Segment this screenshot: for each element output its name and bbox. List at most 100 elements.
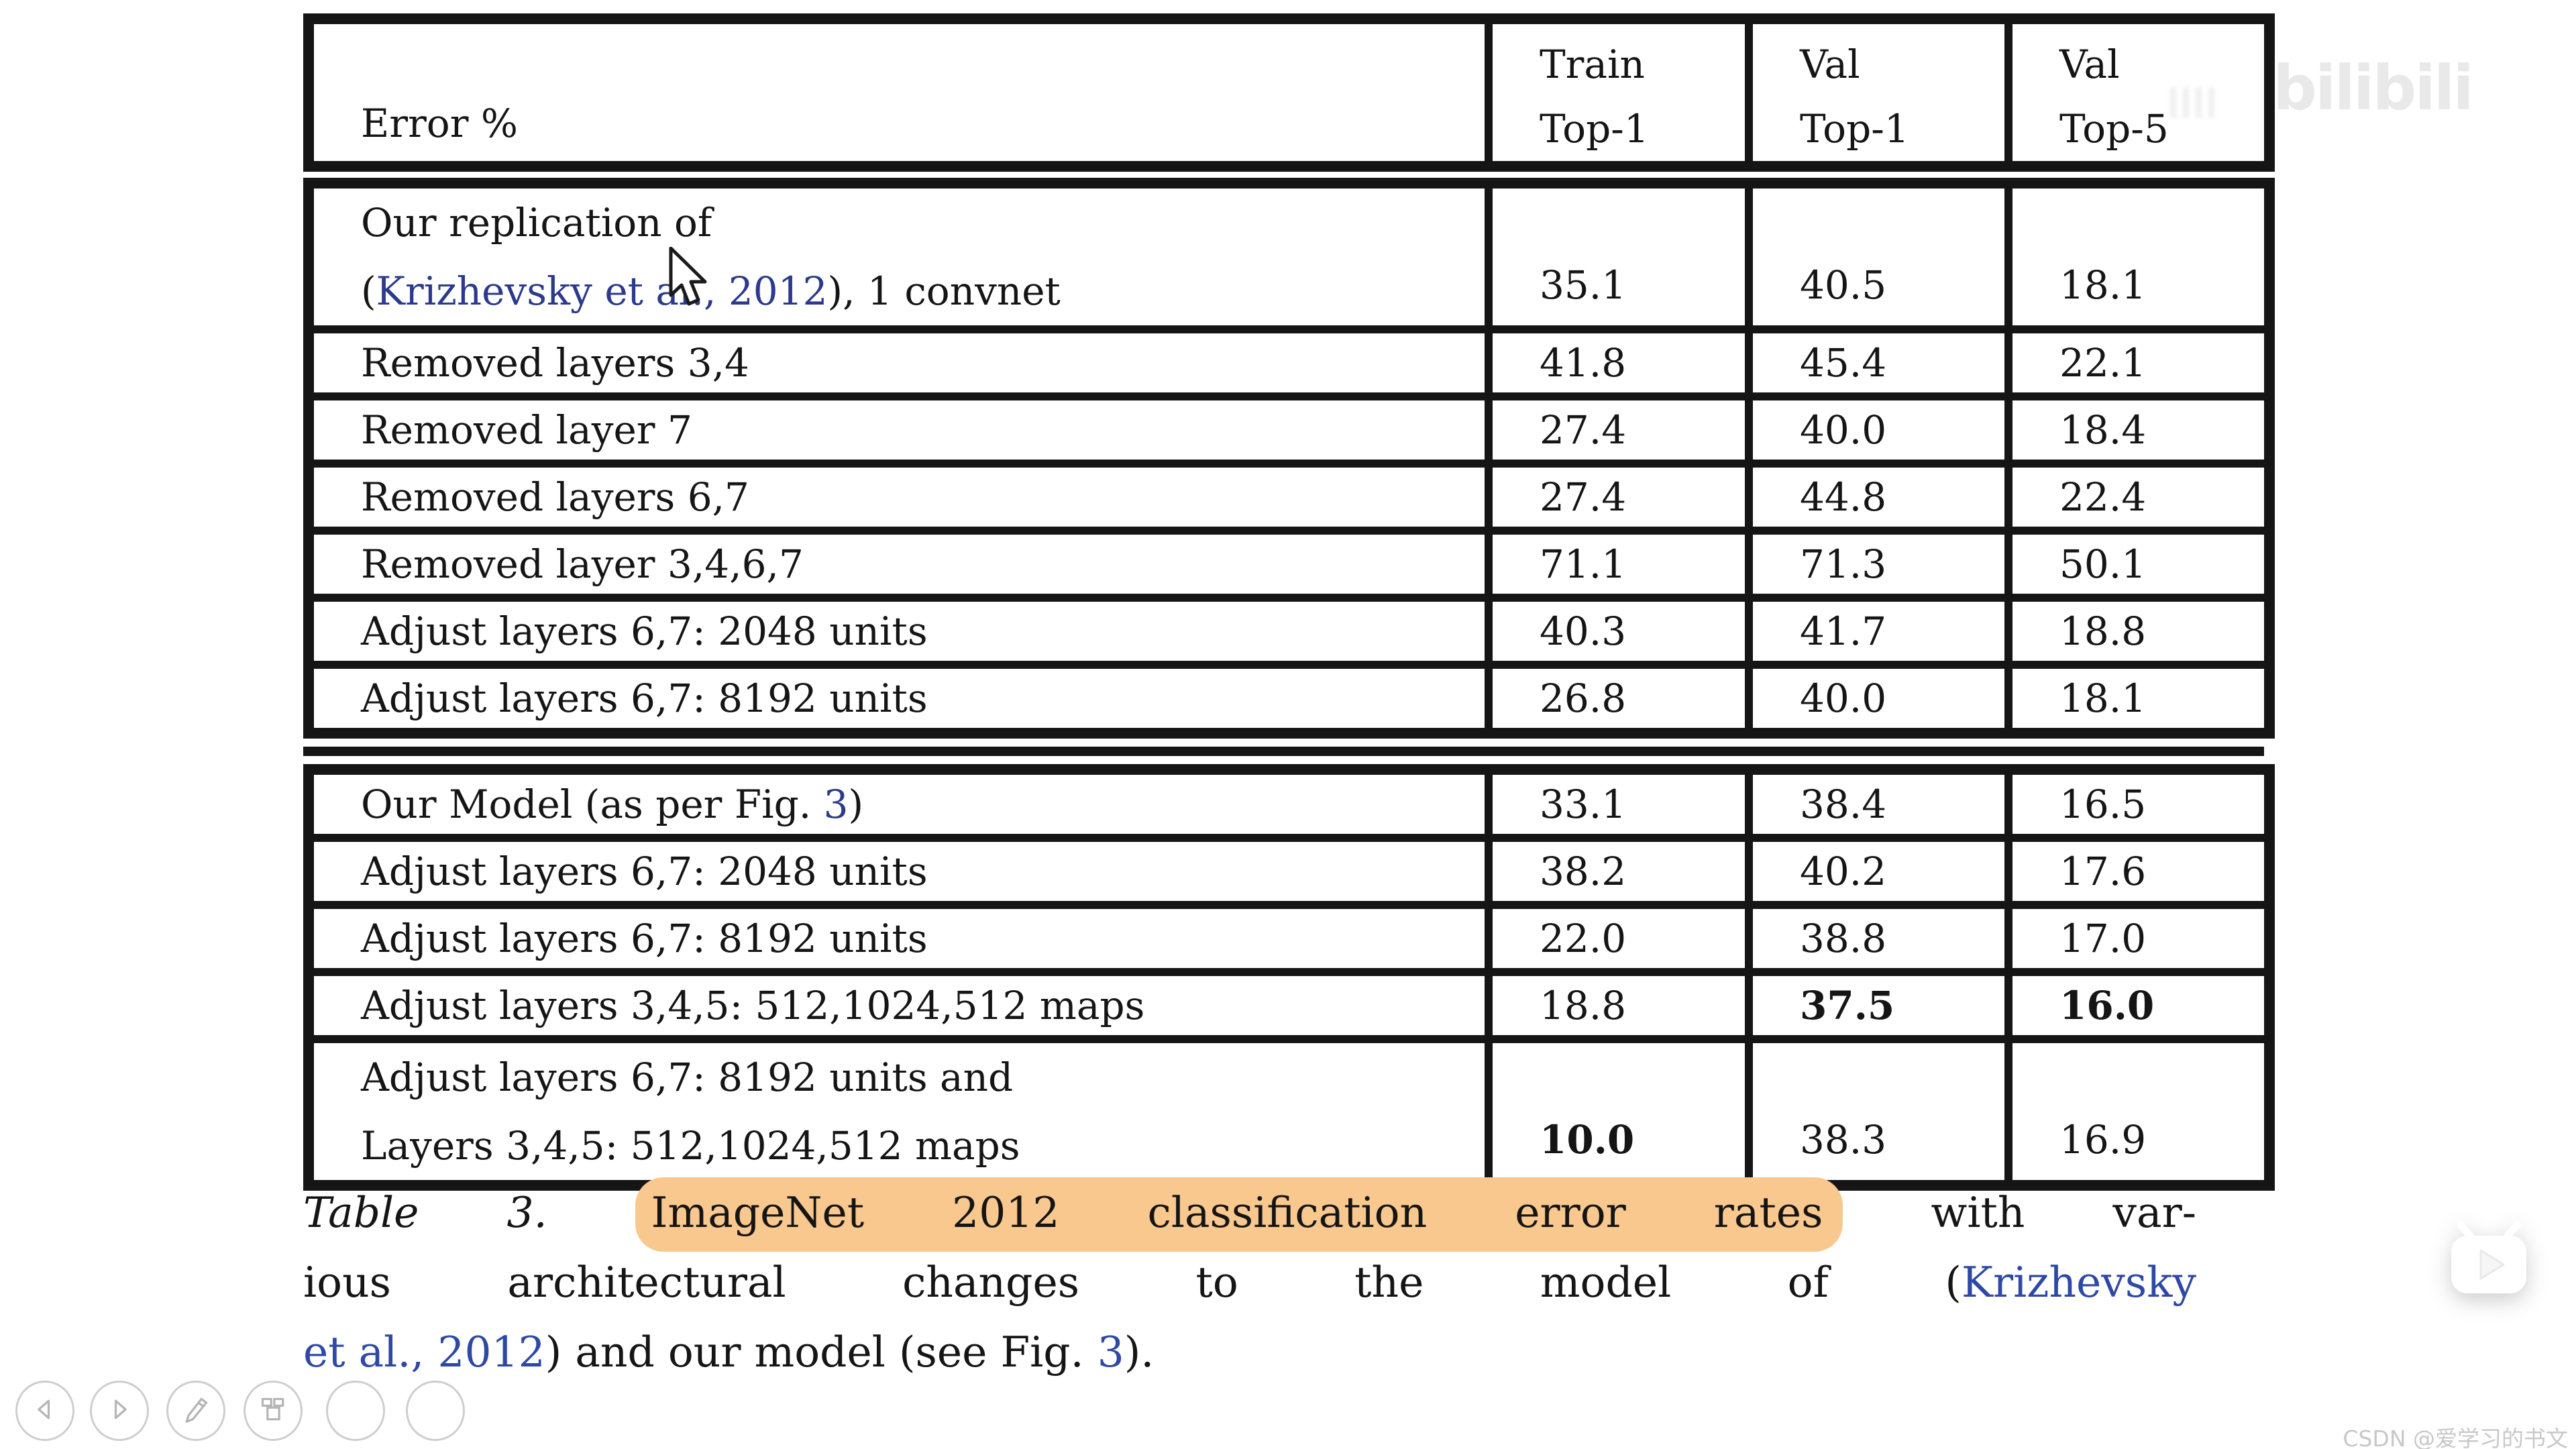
value-cell: 27.4 [1485,460,1753,535]
text-segment: ), 1 convnet [827,268,1061,314]
value-cell: 16.9 [2004,1035,2273,1189]
row-label-cell: Adjust layers 6,7: 8192 units [305,901,1493,976]
table-row: Adjust layers 3,4,5: 512,1024,512 maps 18… [305,968,2273,1043]
value-cell: 71.1 [1485,527,1753,602]
value-cell: 35.1 [1485,179,1753,333]
value-cell: 18.8 [2004,594,2273,669]
value-cell: 38.3 [1745,1035,2012,1189]
value-cell: 41.7 [1745,594,2012,669]
tool-button-6[interactable] [406,1381,465,1441]
triangle-right-icon [105,1395,134,1427]
table-header: Error % Train Top-1 Val Top-1 Val Top-5 [303,13,2275,172]
header-col-0: Train Top-1 [1485,15,1753,170]
presentation-controls [0,1381,483,1444]
row-label-cell: Removed layer 3,4,6,7 [305,527,1493,602]
value-cell: 40.2 [1745,834,2012,909]
header-col-line: Train [1540,42,1645,87]
value-cell: 18.1 [2004,179,2273,333]
text-segment: Our Model (as per Fig. [361,782,824,827]
grid-icon [258,1395,288,1427]
value-cell: 38.2 [1485,834,1753,909]
value-cell: 40.0 [1745,661,2012,737]
mouse-cursor [669,247,707,306]
citation-link[interactable]: 3 [1097,1328,1124,1377]
text-segment: ( [361,268,376,314]
text-segment: Removed layer 3,4,6,7 [361,541,804,587]
next-page-button[interactable] [90,1381,149,1441]
text-segment: Adjust layers 6,7: 2048 units [361,608,928,654]
table-row: Adjust layers 6,7: 8192 units 22.0 38.8 17.… [305,901,2273,976]
value-cell: 22.1 [2004,325,2273,400]
header-col-2: Val Top-5 [2004,15,2273,170]
value-cell: 17.6 [2004,834,2273,909]
previous-page-button[interactable] [15,1381,74,1441]
slides-panel-button[interactable] [244,1381,303,1441]
text-segment: Table 3. [303,1188,547,1237]
value-cell: 38.8 [1745,901,2012,976]
caption-line-3: et al., 2012) and our model (see Fig. 3)… [303,1318,2196,1387]
value-cell: 18.4 [2004,392,2273,468]
header-col-line: Val [1800,42,1860,87]
text-segment: ) and our model (see Fig. [545,1328,1097,1377]
caption-line-1: Table 3. ImageNet 2012 classification er… [303,1177,2196,1252]
table-row: Removed layers 3,4 41.8 45.4 22.1 [305,325,2273,400]
bilibili-tv-icon [2451,1221,2526,1293]
row-label-cell: Our Model (as per Fig. 3) [305,765,1493,842]
row-label-cell: Adjust layers 6,7: 2048 units [305,594,1493,669]
row-label-cell: Adjust layers 6,7: 2048 units [305,834,1493,909]
value-cell: 40.0 [1745,392,2012,468]
citation-link[interactable]: 3 [823,782,849,827]
value-cell: 18.8 [1485,968,1753,1043]
table-row: Adjust layers 6,7: 2048 units 38.2 40.2 17.… [305,834,2273,909]
header-body-gap [303,172,2264,178]
table-row: Adjust layers 6,7: 8192 units 26.8 40.0 18.… [305,661,2273,737]
text-segment: Removed layers 3,4 [361,340,749,386]
value-cell: 45.4 [1745,325,2012,400]
watermark-smudge-top-right [2167,87,2254,127]
csdn-watermark: CSDN @爱学习的书文 [2343,1426,2568,1449]
value-cell: 40.3 [1485,594,1753,669]
text-segment: Adjust layers 3,4,5: 512,1024,512 maps [361,983,1145,1028]
value-cell: 71.3 [1745,527,2012,602]
results-table: Error % Train Top-1 Val Top-1 Val Top-5 Our r… [303,13,2275,1191]
table-caption: Table 3. ImageNet 2012 classification er… [303,1177,2196,1387]
header-col-line: Top-1 [1540,106,1649,152]
citation-link[interactable]: Krizhevsky et al., 2012 [376,268,828,314]
row-label-cell: Adjust layers 6,7: 8192 units [305,661,1493,737]
value-cell: 37.5 [1745,968,2012,1043]
text-segment: ImageNet 2012 classification error rates [635,1177,1843,1252]
pencil-icon [181,1395,211,1427]
table-header-row: Error % Train Top-1 Val Top-1 Val Top-5 [305,15,2273,170]
row-label-cell: Adjust layers 6,7: 8192 units and Layers … [305,1035,1493,1189]
text-segment: Removed layer 7 [361,407,692,453]
tool-button-5[interactable] [326,1381,385,1441]
header-col-line: Top-1 [1800,106,1909,152]
value-cell: 22.4 [2004,460,2273,535]
value-cell: 26.8 [1485,661,1753,737]
text-segment: Adjust layers 6,7: 8192 units and [361,1055,1014,1100]
pen-tool-button[interactable] [166,1381,225,1441]
value-cell: 38.4 [1745,765,2012,842]
section-divider-rule [303,747,2264,756]
citation-link[interactable]: Krizhevsky [1961,1258,2196,1307]
value-cell: 10.0 [1485,1035,1753,1189]
value-cell: 41.8 [1485,325,1753,400]
caption-line-2: ious architectural changes to the model … [303,1248,2196,1318]
text-segment: with var- [1843,1188,2196,1237]
bilibili-watermark: bilibili [2273,52,2474,124]
value-cell: 18.1 [2004,661,2273,737]
text-segment [547,1188,635,1237]
text-segment: ) [848,782,864,827]
value-cell: 40.5 [1745,179,2012,333]
table-row: Adjust layers 6,7: 8192 units and Layers … [305,1035,2273,1189]
text-segment: Our replication of [361,200,712,246]
value-cell: 44.8 [1745,460,2012,535]
value-cell: 33.1 [1485,765,1753,842]
row-label-cell: Removed layers 6,7 [305,460,1493,535]
citation-link[interactable]: et al., 2012 [303,1328,545,1377]
value-cell: 50.1 [2004,527,2273,602]
text-segment: Removed layers 6,7 [361,474,749,520]
header-col-1: Val Top-1 [1745,15,2012,170]
table-row: Removed layer 7 27.4 40.0 18.4 [305,392,2273,468]
